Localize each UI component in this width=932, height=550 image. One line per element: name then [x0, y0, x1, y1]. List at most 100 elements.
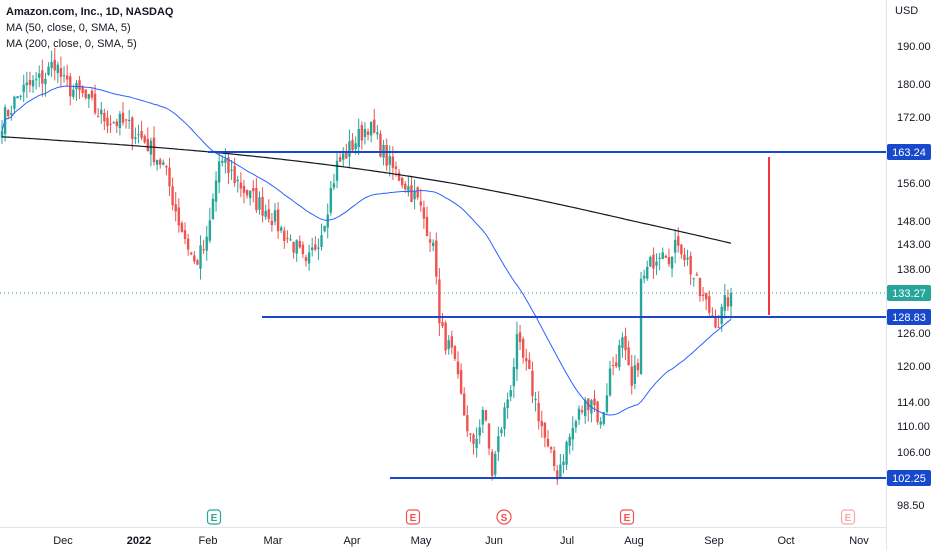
candle-body [422, 207, 426, 219]
candle-body [478, 427, 481, 436]
candle-body [177, 207, 181, 226]
candle-body [109, 123, 112, 125]
candle-body [307, 252, 311, 264]
ma50-line [1, 85, 732, 416]
candle-body [704, 293, 708, 300]
candle-body [416, 187, 419, 198]
x-tick-label: Jun [485, 535, 503, 547]
candle-body [667, 257, 671, 265]
candle-body [630, 366, 633, 386]
candle-body [574, 421, 578, 428]
candle-body [112, 122, 115, 124]
candle-body [521, 338, 525, 358]
candle-body [320, 235, 323, 247]
candle-body [329, 187, 333, 213]
candle-body [686, 257, 689, 260]
candle-body [438, 279, 441, 324]
y-tick-label: 143.00 [897, 239, 931, 251]
candle-body [100, 109, 103, 115]
candle-body [497, 436, 500, 453]
candle-body [236, 179, 239, 182]
candle-body [552, 450, 556, 467]
candle-body [466, 415, 469, 432]
candle-body [143, 136, 146, 143]
candle-body [279, 227, 283, 231]
candle-body [255, 188, 258, 211]
event-marker-letter: E [211, 513, 218, 524]
candle-body [78, 80, 81, 91]
candle-body [611, 365, 615, 367]
candle-body [140, 130, 143, 138]
candle-body [245, 190, 249, 196]
candle-body [193, 255, 196, 262]
candle-body [450, 336, 454, 348]
candle-body [360, 125, 364, 141]
candle-body [391, 156, 395, 168]
candle-body [385, 144, 388, 166]
candle-body [146, 138, 149, 152]
event-marker-letter: E [624, 513, 631, 524]
candle-body [580, 410, 584, 413]
level-price-label: 163.24 [892, 147, 926, 159]
candle-body [670, 256, 674, 269]
candle-body [267, 209, 270, 219]
event-marker [206, 509, 222, 525]
candle-body [723, 295, 726, 311]
legend-title: Amazon.com, Inc., 1D, NASDAQ [6, 6, 174, 18]
candle-body [62, 75, 66, 77]
candle-body [664, 255, 668, 258]
candle-body [490, 451, 494, 476]
candle-body [348, 141, 351, 157]
y-tick-label: 156.00 [897, 178, 931, 190]
candle-body [47, 66, 50, 75]
candle-body [183, 230, 187, 240]
candle-body [673, 239, 677, 253]
price-scale [886, 0, 932, 550]
candle-body [729, 293, 733, 307]
y-tick-label: 180.00 [897, 79, 931, 91]
candle-body [720, 306, 723, 324]
candle-body [500, 429, 503, 434]
candle-body [127, 119, 131, 121]
candle-body [118, 113, 122, 129]
x-tick-label: Aug [624, 535, 644, 547]
candle-body [19, 95, 22, 97]
candle-body [472, 434, 475, 444]
x-tick-label: Apr [343, 535, 360, 547]
y-tick-label: 120.00 [897, 361, 931, 373]
candle-body [515, 334, 519, 370]
candle-body [689, 255, 692, 275]
candle-body [565, 441, 568, 465]
candle-body [242, 185, 246, 193]
candle-body [447, 340, 450, 349]
candle-body [270, 220, 274, 226]
candle-body [506, 399, 509, 409]
candle-body [230, 170, 233, 172]
y-tick-label: 106.00 [897, 447, 931, 459]
candle-body [87, 94, 91, 99]
candle-body [137, 134, 140, 136]
candle-body [363, 128, 367, 137]
candle-body [503, 407, 506, 430]
candle-body [28, 80, 32, 86]
candle-body [276, 209, 280, 232]
candle-body [159, 159, 162, 165]
candle-body [7, 110, 10, 116]
candle-body [131, 117, 134, 140]
candle-body [233, 166, 236, 184]
candle-body [217, 161, 221, 183]
candle-body [180, 222, 184, 232]
candle-body [596, 401, 599, 422]
candle-body [540, 420, 543, 427]
candle-body [444, 322, 447, 351]
candle-body [152, 137, 156, 163]
candle-body [556, 470, 559, 480]
candle-body [221, 160, 224, 163]
candle-body [605, 395, 609, 413]
candle-body [543, 422, 547, 438]
candle-body [658, 257, 661, 259]
candle-body [559, 464, 562, 477]
level-price-label-bg [887, 309, 931, 325]
candle-body [298, 241, 302, 248]
